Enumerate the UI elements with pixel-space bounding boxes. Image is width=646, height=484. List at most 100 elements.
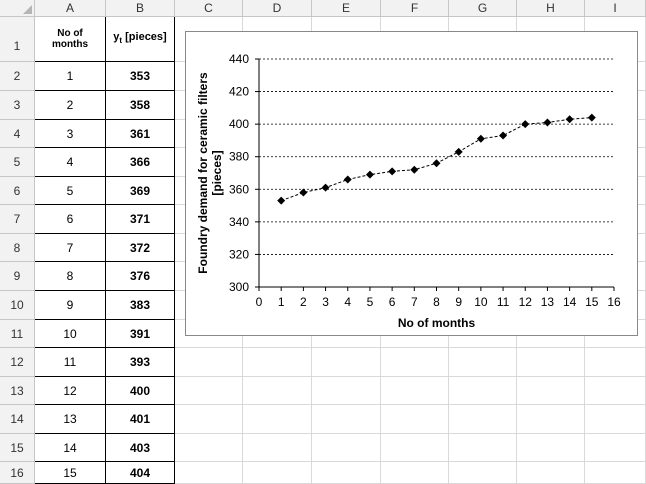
data-point-marker[interactable] (454, 147, 463, 156)
header-yt-main: y (113, 30, 120, 43)
column-header-e[interactable]: E (312, 0, 381, 17)
cell-pieces[interactable]: 372 (106, 234, 175, 262)
y-tick-label: 300 (229, 280, 249, 294)
y-tick-label: 400 (229, 117, 249, 131)
x-tick-label: 6 (389, 295, 396, 309)
cell-pieces[interactable]: 400 (106, 377, 175, 405)
cell-month[interactable]: 9 (35, 291, 106, 320)
header-no-of-months-text: No of months (51, 28, 89, 50)
header-no-of-months[interactable]: No of months (35, 17, 106, 62)
x-tick-label: 4 (344, 295, 351, 309)
row-header-6[interactable]: 6 (0, 177, 35, 205)
cell-month[interactable]: 10 (35, 320, 106, 348)
cell-month[interactable]: 11 (35, 348, 106, 377)
data-point-marker[interactable] (543, 118, 552, 127)
data-point-marker[interactable] (432, 159, 441, 168)
row-gridline (35, 404, 646, 405)
column-header-i[interactable]: I (585, 0, 646, 17)
y-axis-title-line1: Foundry demand for ceramic filters (196, 72, 210, 274)
data-point-marker[interactable] (321, 183, 330, 192)
row-header-12[interactable]: 12 (0, 348, 35, 377)
select-all-corner[interactable] (0, 0, 35, 17)
cell-pieces[interactable]: 401 (106, 405, 175, 434)
row-header-8[interactable]: 8 (0, 234, 35, 262)
cell-pieces[interactable]: 366 (106, 148, 175, 177)
x-tick-label: 8 (433, 295, 440, 309)
data-point-marker[interactable] (565, 115, 574, 124)
cell-pieces[interactable]: 393 (106, 348, 175, 377)
cell-month[interactable]: 5 (35, 177, 106, 205)
row-header-14[interactable]: 14 (0, 405, 35, 434)
cell-pieces[interactable]: 383 (106, 291, 175, 320)
row-header-7[interactable]: 7 (0, 205, 35, 234)
data-point-marker[interactable] (299, 188, 308, 197)
x-tick-label: 0 (256, 295, 263, 309)
row-header-1[interactable]: 1 (0, 17, 35, 62)
row-header-9[interactable]: 9 (0, 262, 35, 291)
cell-pieces[interactable]: 404 (106, 462, 175, 484)
row-header-10[interactable]: 10 (0, 291, 35, 320)
row-header-2[interactable]: 2 (0, 62, 35, 91)
header-yt-sub: t (119, 36, 123, 46)
cell-month[interactable]: 8 (35, 262, 106, 291)
data-point-marker[interactable] (343, 175, 352, 184)
row-header-15[interactable]: 15 (0, 434, 35, 462)
column-header-f[interactable]: F (381, 0, 449, 17)
cell-pieces[interactable]: 358 (106, 91, 175, 120)
data-point-marker[interactable] (499, 131, 508, 140)
y-tick-label: 360 (229, 182, 249, 196)
data-point-marker[interactable] (587, 113, 596, 122)
y-tick-label: 340 (229, 215, 249, 229)
cell-month[interactable]: 12 (35, 377, 106, 405)
data-point-marker[interactable] (521, 120, 530, 129)
x-tick-label: 5 (367, 295, 374, 309)
row-header-11[interactable]: 11 (0, 320, 35, 348)
cell-month[interactable]: 7 (35, 234, 106, 262)
y-tick-label: 380 (229, 150, 249, 164)
x-tick-label: 16 (607, 295, 621, 309)
column-header-d[interactable]: D (243, 0, 312, 17)
data-point-marker[interactable] (410, 165, 419, 174)
header-yt-pieces[interactable]: yt [pieces] (106, 17, 175, 62)
cell-month[interactable]: 6 (35, 205, 106, 234)
x-tick-label: 15 (585, 295, 599, 309)
data-point-marker[interactable] (388, 167, 397, 176)
cell-pieces[interactable]: 369 (106, 177, 175, 205)
row-gridline (35, 376, 646, 377)
column-header-b[interactable]: B (106, 0, 175, 17)
cell-month[interactable]: 15 (35, 462, 106, 484)
row-header-4[interactable]: 4 (0, 120, 35, 148)
x-tick-label: 2 (300, 295, 307, 309)
column-header-h[interactable]: H (517, 0, 585, 17)
row-gridline (35, 347, 646, 348)
cell-month[interactable]: 1 (35, 62, 106, 91)
cell-month[interactable]: 13 (35, 405, 106, 434)
data-point-marker[interactable] (365, 170, 374, 179)
y-tick-label: 420 (229, 85, 249, 99)
cell-pieces[interactable]: 403 (106, 434, 175, 462)
row-header-16[interactable]: 16 (0, 462, 35, 484)
data-point-marker[interactable] (277, 196, 286, 205)
cell-pieces[interactable]: 353 (106, 62, 175, 91)
cell-month[interactable]: 3 (35, 120, 106, 148)
line-chart[interactable]: 300 320 340 360 380 400 420 440 0 1 2 3 4 5 6 7 8 9 10 11 12… (185, 31, 638, 336)
cell-pieces[interactable]: 361 (106, 120, 175, 148)
cell-month[interactable]: 4 (35, 148, 106, 177)
data-point-marker[interactable] (476, 134, 485, 143)
column-header-c[interactable]: C (175, 0, 243, 17)
cell-pieces[interactable]: 376 (106, 262, 175, 291)
cell-pieces[interactable]: 391 (106, 320, 175, 348)
cell-pieces[interactable]: 371 (106, 205, 175, 234)
row-gridline (35, 433, 646, 434)
y-tick-label: 320 (229, 247, 249, 261)
cell-month[interactable]: 2 (35, 91, 106, 120)
cell-month[interactable]: 14 (35, 434, 106, 462)
x-tick-label: 12 (519, 295, 533, 309)
column-header-a[interactable]: A (35, 0, 106, 17)
column-header-g[interactable]: G (449, 0, 517, 17)
row-header-5[interactable]: 5 (0, 148, 35, 177)
row-header-3[interactable]: 3 (0, 91, 35, 120)
row-header-13[interactable]: 13 (0, 377, 35, 405)
